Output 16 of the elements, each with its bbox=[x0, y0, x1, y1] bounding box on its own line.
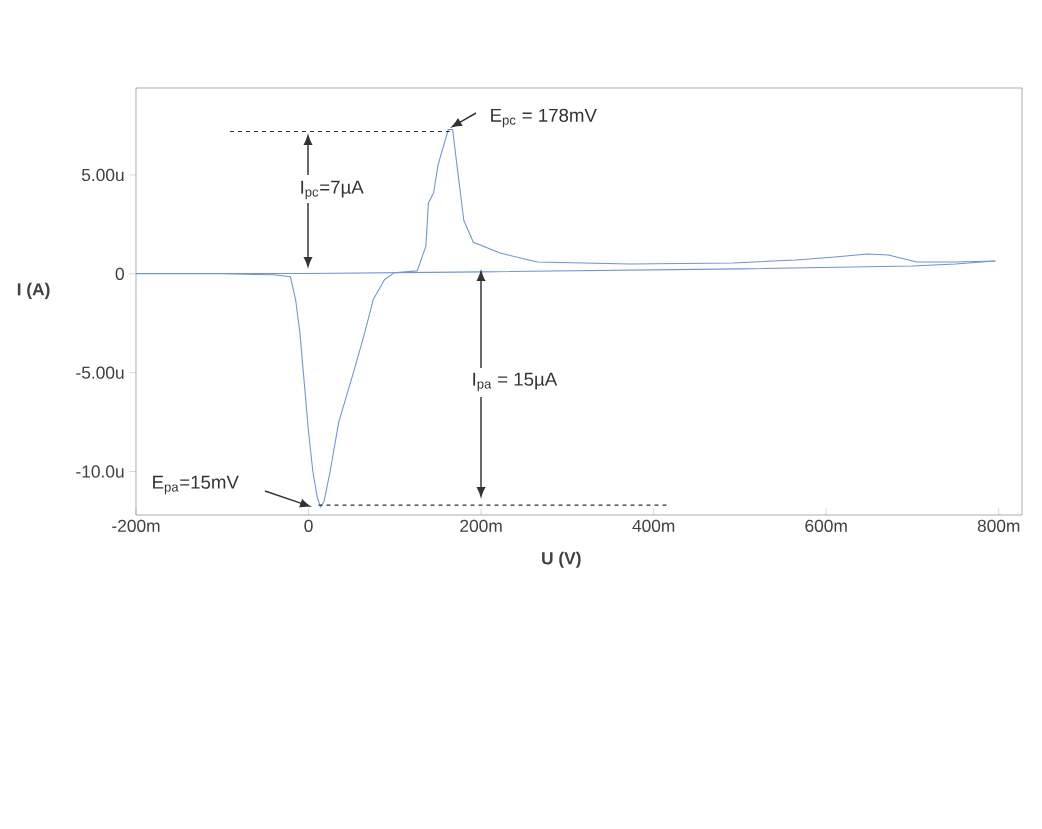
x-axis-title: U (V) bbox=[542, 551, 581, 568]
annotation: E$_{pa}$=15mV bbox=[153, 475, 239, 495]
x-tick-label: 0 bbox=[304, 519, 313, 532]
y-tick-label: 0 bbox=[115, 267, 124, 280]
annotation: I$_{pc}$=7µA bbox=[301, 180, 364, 200]
x-tick-label: -200m bbox=[112, 519, 160, 532]
x-tick-label: 800m bbox=[977, 519, 1020, 532]
y-axis-title: I (A) bbox=[17, 282, 50, 299]
y-tick-label: -5.00u bbox=[76, 366, 124, 379]
annotation: E$_{pc}$ = 178mV bbox=[491, 108, 597, 128]
x-tick-label: 400m bbox=[632, 519, 675, 532]
x-tick-label: 600m bbox=[805, 519, 847, 532]
y-tick-label: 5.00u bbox=[81, 168, 124, 182]
x-tick-label: 200m bbox=[460, 519, 502, 532]
annotation: I$_{pa}$ = 15µA bbox=[473, 372, 558, 392]
y-tick-label: -10.0u bbox=[76, 465, 124, 478]
